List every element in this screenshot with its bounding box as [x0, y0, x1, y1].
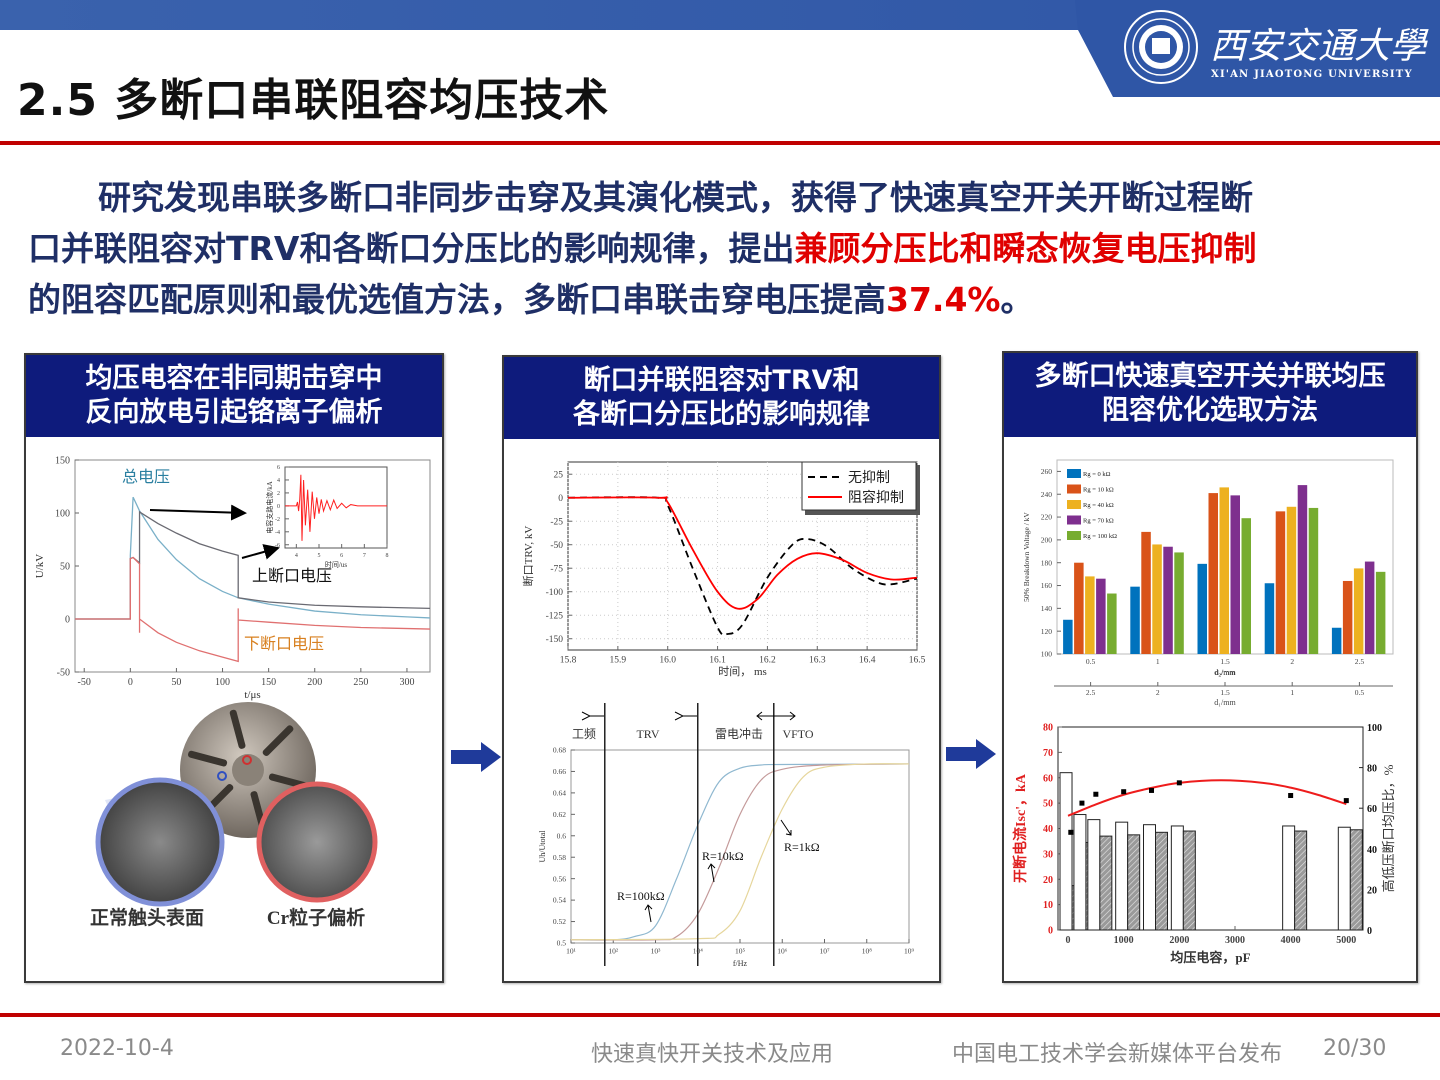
panel-title-line: 阻容优化选取方法 — [1102, 395, 1318, 426]
panel-header: 断口并联阻容对TRV和 各断口分压比的影响规律 — [504, 357, 939, 439]
right-arrow-icon — [451, 742, 501, 772]
title-divider — [0, 141, 1440, 145]
summary-line-2: 口并联阻容对TRV和各断口分压比的影响规律，提出兼顾分压比和瞬态恢复电压抑制 — [28, 223, 1408, 274]
summary-text: 的阻容匹配原则和最优选值方法，多断口串联击穿电压提高 — [28, 280, 886, 319]
summary-paragraph: 研究发现串联多断口非同步击穿及其演化模式，获得了快速真空开关开断过程断 口并联阻… — [28, 172, 1408, 325]
logo-chinese-text: 西安交通大學 — [1210, 26, 1429, 67]
panel-title-line: 多断口快速真空开关并联均压 — [1034, 361, 1386, 392]
university-logo-banner: 西安交通大學 XI'AN JIAOTONG UNIVERSITY — [1075, 0, 1440, 97]
summary-line-3: 的阻容匹配原则和最优选值方法，多断口串联击穿电压提高37.4%。 — [28, 274, 1408, 325]
panel-header: 均压电容在非同期击穿中 反向放电引起铬离子偏析 — [26, 355, 442, 437]
panel-rc-optimization: 多断口快速真空开关并联均压 阻容优化选取方法 — [1002, 351, 1418, 983]
university-emblem-icon — [1124, 10, 1198, 84]
summary-highlight-percent: 37.4% — [886, 280, 1001, 319]
logo-english-text: XI'AN JIAOTONG UNIVERSITY — [1211, 69, 1413, 80]
footer-publisher: 中国电工技术学会新媒体平台发布 — [952, 1042, 1283, 1067]
panel-chromium-segregation: 均压电容在非同期击穿中 反向放电引起铬离子偏析 — [24, 353, 444, 983]
panel-title-line: 反向放电引起铬离子偏析 — [85, 397, 383, 428]
footer-page-number: 20/30 — [1323, 1036, 1387, 1061]
panel-header: 多断口快速真空开关并联均压 阻容优化选取方法 — [1004, 353, 1416, 437]
panel-title-line: 断口并联阻容对TRV和 — [583, 365, 860, 396]
panel-title-line: 各断口分压比的影响规律 — [573, 399, 870, 430]
panel-trv-influence: 断口并联阻容对TRV和 各断口分压比的影响规律 — [502, 355, 941, 983]
footer-divider — [0, 1013, 1440, 1017]
summary-text: 研究发现串联多断口非同步击穿及其演化模式，获得了快速真空开关开断过程断 — [98, 178, 1253, 217]
footer-date: 2022-10-4 — [60, 1036, 174, 1061]
footer-course-title: 快速真快开关技术及应用 — [591, 1042, 834, 1067]
summary-text: 口并联阻容对TRV和各断口分压比的影响规律，提出 — [28, 229, 795, 268]
panel-title-line: 均压电容在非同期击穿中 — [85, 363, 383, 394]
summary-text: 。 — [1000, 280, 1034, 319]
summary-highlight: 兼顾分压比和瞬态恢复电压抑制 — [794, 229, 1257, 268]
right-arrow-icon — [946, 739, 996, 769]
summary-line-1: 研究发现串联多断口非同步击穿及其演化模式，获得了快速真空开关开断过程断 — [28, 172, 1408, 223]
page-title: 2.5 多断口串联阻容均压技术 — [17, 75, 610, 126]
